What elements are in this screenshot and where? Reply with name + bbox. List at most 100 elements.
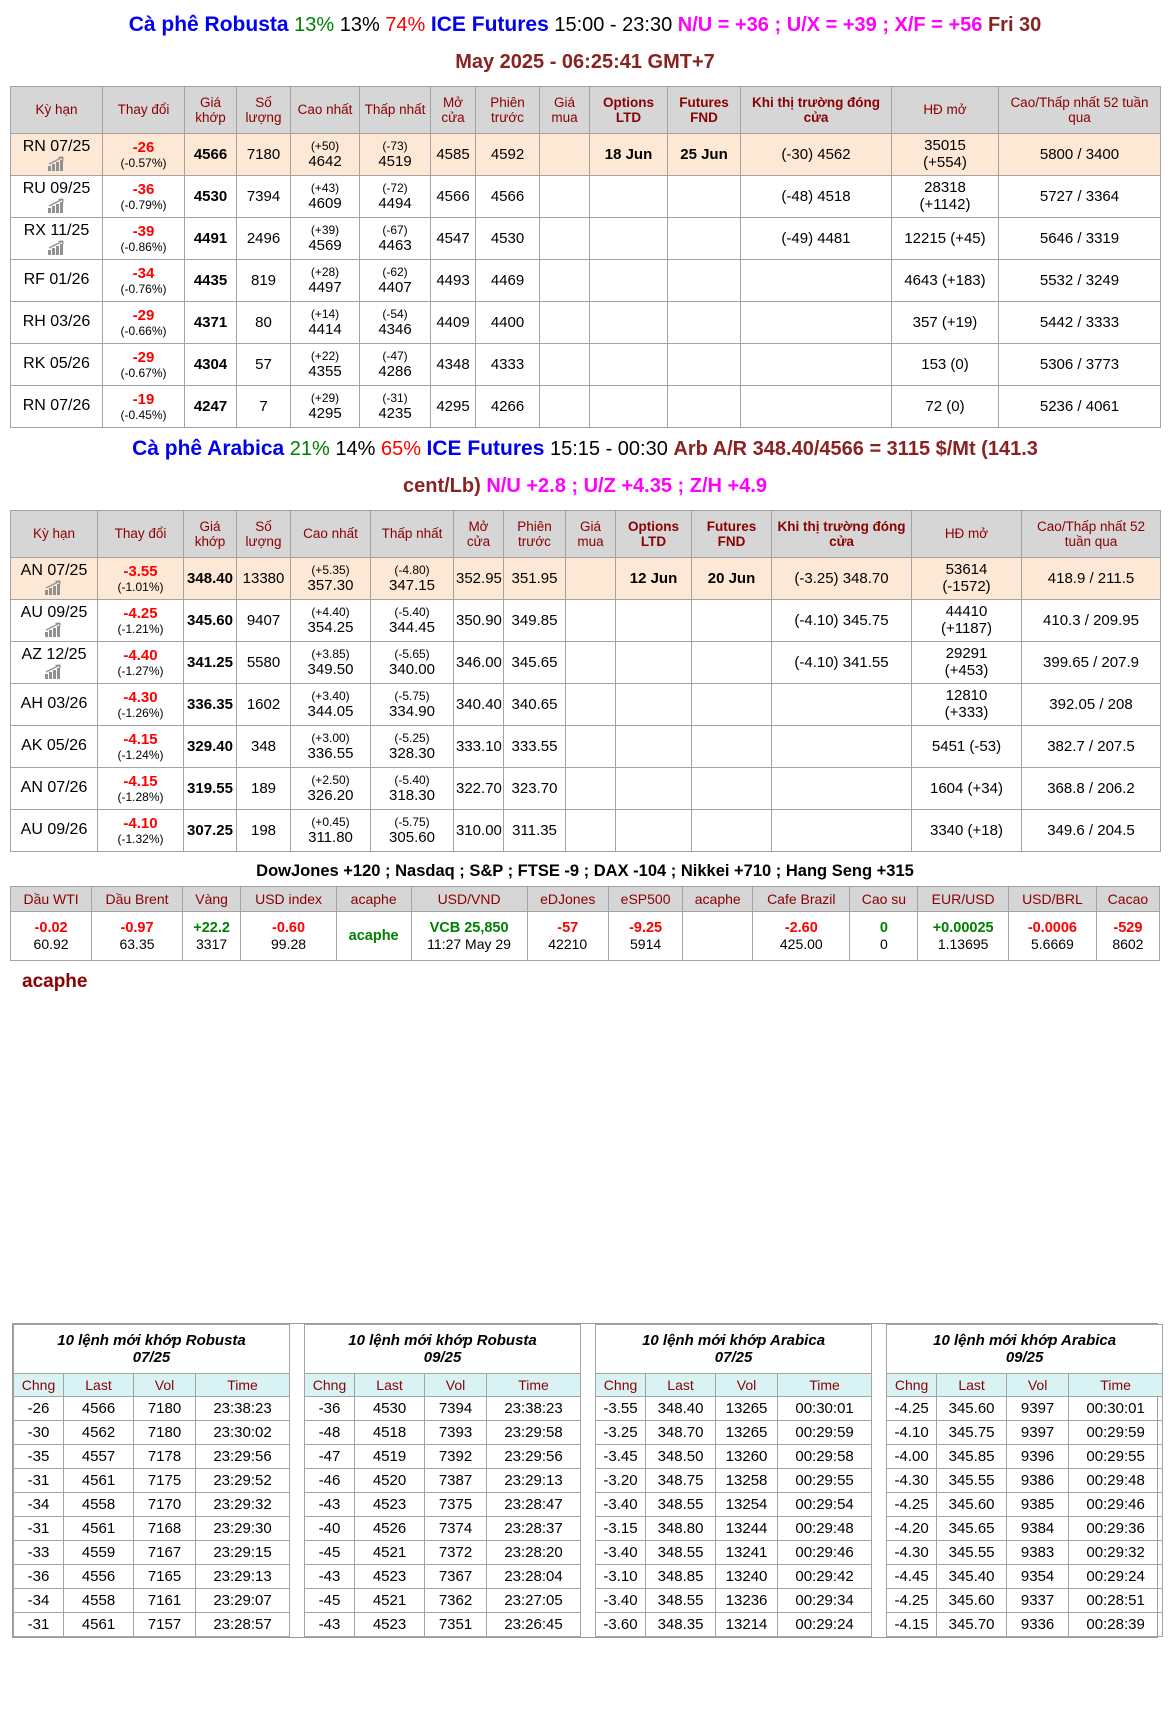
open-cell: 4295	[430, 384, 476, 428]
contract-symbol[interactable]: RX 11/25	[23, 221, 90, 239]
order-chng: -34	[13, 1491, 64, 1517]
low-delta: (-73)	[382, 138, 408, 153]
order-vol: 13214	[715, 1611, 779, 1637]
contract-symbol[interactable]: AN 07/26	[20, 779, 88, 797]
last-price-cell: 307.25	[183, 808, 237, 852]
order-row: -3.45 348.50 13260 00:29:58	[595, 1443, 873, 1469]
change-percent: (-0.45%)	[120, 407, 167, 422]
order-row: -4.00 345.85 9396 00:29:55	[886, 1443, 1164, 1469]
chart-icon[interactable]	[13, 579, 95, 595]
contract-cell[interactable]: RN 07/26	[10, 384, 103, 428]
contract-symbol[interactable]: AH 03/26	[20, 695, 88, 713]
contract-cell[interactable]: RU 09/25	[10, 174, 103, 218]
low-delta: (-54)	[382, 306, 408, 321]
range-52w-cell: 399.65 / 207.9	[1021, 640, 1161, 684]
order-row: -30 4562 7180 23:30:02	[13, 1419, 291, 1445]
order-vol: 13241	[715, 1539, 779, 1565]
chart-icon[interactable]	[13, 240, 100, 255]
contract-symbol[interactable]: AU 09/25	[20, 603, 88, 621]
order-chng: -4.25	[886, 1587, 938, 1613]
change-percent: (-1.01%)	[117, 579, 164, 594]
order-time: 23:29:30	[194, 1515, 291, 1541]
high-delta: (+5.35)	[311, 562, 350, 577]
change-cell: -39 (-0.86%)	[102, 216, 185, 260]
orders-header-row: Chng Last Vol Time	[304, 1372, 582, 1397]
contract-cell[interactable]: RN 07/25	[10, 132, 103, 176]
contract-cell[interactable]: AU 09/26	[10, 808, 98, 852]
prev-session-cell: 4333	[475, 342, 540, 386]
open-cell: 4409	[430, 300, 476, 344]
options-ltd-cell	[589, 258, 668, 302]
futures-row: AU 09/25 -4.25 (-1.21%) 345.60 9407 (+4.…	[10, 598, 1161, 642]
order-chng: -31	[13, 1611, 64, 1637]
order-vol: 9337	[1006, 1587, 1070, 1613]
change-value: -4.15	[123, 730, 158, 748]
contract-cell[interactable]: AK 05/26	[10, 724, 98, 768]
change-percent: (-1.26%)	[117, 705, 164, 720]
contract-cell[interactable]: AU 09/25	[10, 598, 98, 642]
high-cell: (+50) 4642	[290, 132, 360, 176]
contract-symbol[interactable]: AN 07/25	[20, 561, 88, 579]
last-price-cell: 4566	[184, 132, 237, 176]
futures-fnd-cell	[691, 598, 772, 642]
contract-cell[interactable]: AN 07/26	[10, 766, 98, 810]
open-cell: 346.00	[453, 640, 504, 684]
arabica-pct-black: 14%	[335, 437, 376, 460]
after-close-cell: (-48) 4518	[740, 174, 892, 218]
futures-row: RX 11/25 -39 (-0.86%) 4491 2496 (+39) 45…	[10, 216, 1161, 260]
order-last: 4520	[354, 1467, 426, 1493]
options-ltd-cell	[615, 682, 692, 726]
contract-symbol[interactable]: AK 05/26	[21, 737, 87, 755]
low-value: 344.45	[389, 618, 435, 636]
contract-cell[interactable]: RX 11/25	[10, 216, 103, 260]
high-delta: (+22)	[310, 348, 340, 363]
contract-cell[interactable]: RH 03/26	[10, 300, 103, 344]
order-last: 4523	[354, 1611, 426, 1637]
contract-cell[interactable]: AH 03/26	[10, 682, 98, 726]
contract-symbol[interactable]: RN 07/26	[22, 397, 91, 415]
chart-icon[interactable]	[13, 663, 95, 679]
range-52w-cell: 5306 / 3773	[998, 342, 1161, 386]
order-time: 23:29:56	[486, 1443, 582, 1469]
contract-symbol[interactable]: AZ 12/25	[21, 645, 87, 663]
contract-cell[interactable]: AZ 12/25	[10, 640, 98, 684]
order-row: -31 4561 7157 23:28:57	[13, 1611, 291, 1637]
prev-session-cell: 4566	[475, 174, 540, 218]
last-price-cell: 336.35	[183, 682, 237, 726]
oi-value: 44410	[945, 603, 988, 621]
order-row: -3.60 348.35 13214 00:29:24	[595, 1611, 873, 1637]
contract-symbol[interactable]: RH 03/26	[22, 313, 91, 331]
chart-icon[interactable]	[13, 621, 95, 637]
chart-icon[interactable]	[13, 156, 100, 171]
futures-fnd-cell	[667, 258, 741, 302]
contract-symbol[interactable]: RK 05/26	[23, 355, 90, 373]
contract-cell[interactable]: AN 07/25	[10, 556, 98, 600]
change-percent: (-0.66%)	[120, 323, 167, 338]
open-interest-cell: 357 (+19)	[891, 300, 999, 344]
chart-icon[interactable]	[13, 198, 100, 213]
contract-symbol[interactable]: RF 01/26	[23, 271, 90, 289]
summary-level: 3317	[196, 935, 228, 952]
contract-symbol[interactable]: RN 07/25	[22, 137, 91, 155]
open-cell: 333.10	[453, 724, 504, 768]
contract-symbol[interactable]: AU 09/26	[20, 821, 88, 839]
contract-cell[interactable]: RK 05/26	[10, 342, 103, 386]
contract-symbol[interactable]: RU 09/25	[22, 179, 91, 197]
market-summary-table: Dầu WTI Dầu Brent Vàng USD index acaphe USD/V…	[9, 885, 1161, 961]
column-header: Phiên trước	[503, 509, 566, 558]
order-vol: 13240	[715, 1563, 779, 1589]
change-percent: (-0.76%)	[120, 281, 167, 296]
oi-value: 29291	[945, 645, 988, 663]
contract-cell[interactable]: RF 01/26	[10, 258, 103, 302]
high-delta: (+50)	[310, 138, 340, 153]
order-last: 4562	[63, 1419, 134, 1445]
after-close-cell	[740, 258, 892, 302]
oi-value: 12215 (+45)	[904, 229, 986, 247]
order-vol: 7168	[133, 1515, 196, 1541]
summary-change: -57	[557, 919, 579, 936]
options-ltd-cell	[589, 174, 668, 218]
high-value: 4295	[308, 404, 342, 422]
open-cell: 322.70	[453, 766, 504, 810]
orders-table-robusta-0925: 10 lệnh mới khớp Robusta 09/25 Chng Last Vo…	[304, 1323, 582, 1637]
low-delta: (-67)	[382, 222, 408, 237]
